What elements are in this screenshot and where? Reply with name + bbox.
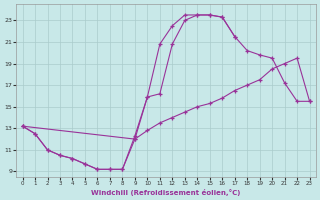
X-axis label: Windchill (Refroidissement éolien,°C): Windchill (Refroidissement éolien,°C) — [92, 189, 241, 196]
